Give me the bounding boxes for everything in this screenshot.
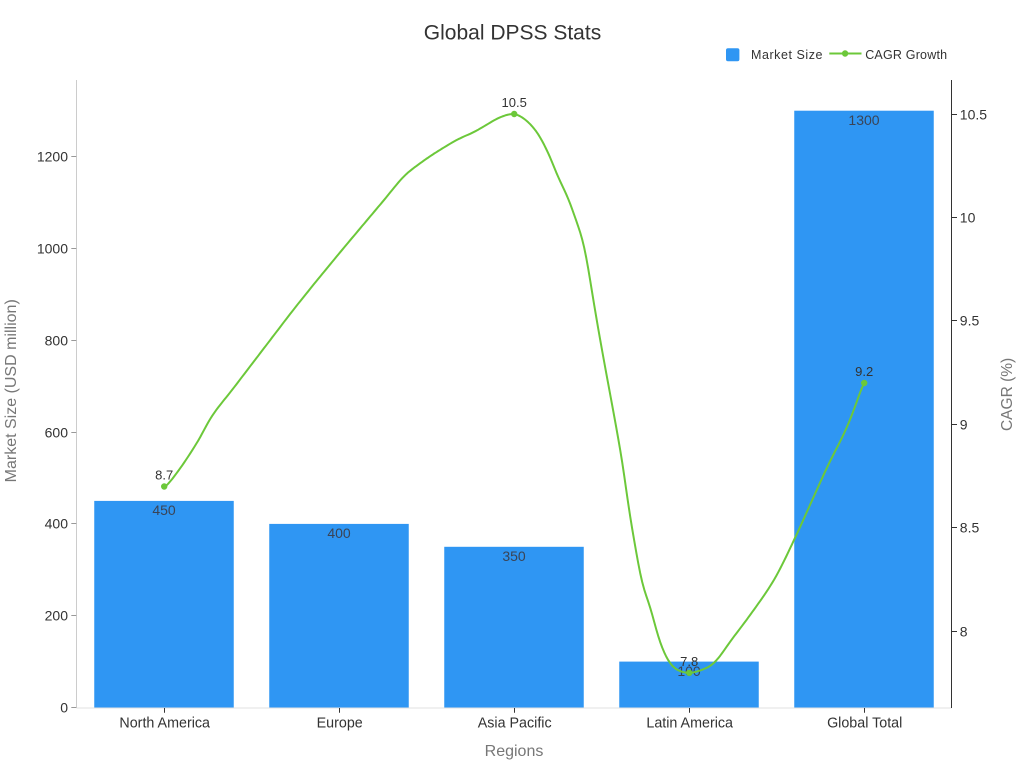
svg-text:400: 400 [45,515,69,531]
svg-text:800: 800 [45,332,69,348]
svg-text:1000: 1000 [37,240,68,256]
svg-text:200: 200 [45,607,69,623]
svg-text:7.8: 7.8 [680,654,698,669]
svg-text:Regions: Regions [485,743,544,760]
svg-text:9.5: 9.5 [960,312,980,328]
svg-text:8.5: 8.5 [960,519,980,535]
svg-text:Global DPSS Stats: Global DPSS Stats [424,21,601,44]
svg-text:450: 450 [152,502,176,518]
svg-text:400: 400 [327,525,351,541]
svg-text:350: 350 [502,548,526,564]
svg-text:0: 0 [60,699,68,715]
svg-text:Global Total: Global Total [827,716,902,732]
svg-text:8: 8 [960,623,968,639]
svg-text:600: 600 [45,424,69,440]
svg-text:Market Size (USD million): Market Size (USD million) [3,299,20,482]
svg-text:Asia Pacific: Asia Pacific [478,716,552,732]
svg-text:CAGR (%): CAGR (%) [999,358,1016,431]
svg-text:CAGR Growth: CAGR Growth [865,48,947,62]
svg-text:10: 10 [960,209,976,225]
svg-text:10.5: 10.5 [502,95,527,110]
svg-text:North America: North America [119,716,210,732]
svg-text:10.5: 10.5 [960,106,987,122]
svg-text:1200: 1200 [37,148,68,164]
svg-text:Latin America: Latin America [646,716,733,732]
svg-text:9: 9 [960,416,968,432]
svg-text:9.2: 9.2 [855,364,873,379]
svg-text:Market Size: Market Size [751,48,823,62]
svg-text:Europe: Europe [317,716,363,732]
svg-text:8.7: 8.7 [155,468,173,483]
svg-text:1300: 1300 [848,112,879,128]
